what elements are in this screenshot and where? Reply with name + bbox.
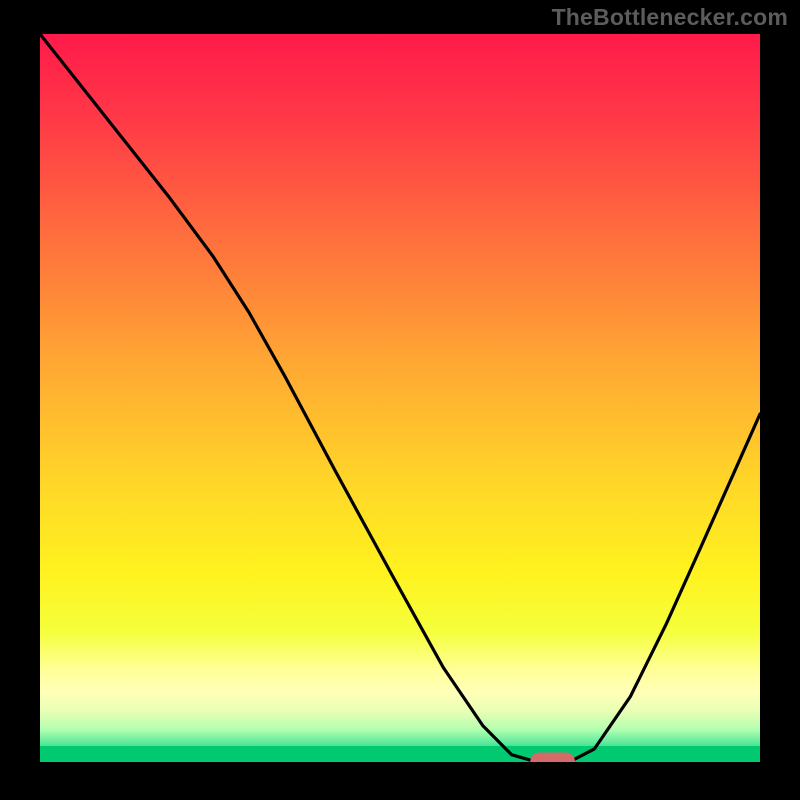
bottleneck-chart [0,0,800,800]
green-baseline-bar [40,746,760,762]
optimal-point-marker [530,753,575,772]
watermark-text: TheBottlenecker.com [552,4,788,31]
